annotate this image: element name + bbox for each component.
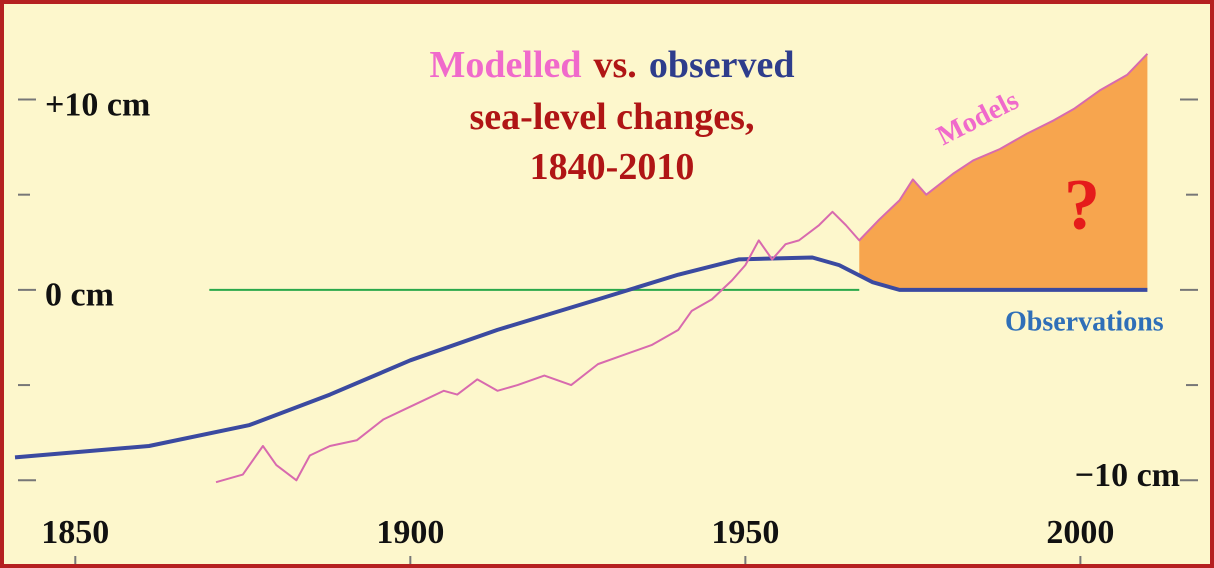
title-segment: sea-level changes, bbox=[470, 96, 755, 138]
series-line bbox=[14, 255, 1148, 460]
x-tick-label: 1950 bbox=[711, 514, 779, 551]
x-tick-label: 1900 bbox=[376, 514, 444, 551]
plot: +10 cm 0 cm −10 cm 1850 1900 1950 2000 Observat… bbox=[14, 53, 1198, 566]
series-label: Observations bbox=[1005, 306, 1164, 337]
y-tick-label: +10 cm bbox=[45, 86, 150, 123]
chart-title: Modelled vs. observed bbox=[430, 44, 795, 86]
x-tick-label: 1850 bbox=[41, 514, 109, 551]
x-tick-label: 2000 bbox=[1046, 514, 1114, 551]
chart-title: 1840-2010 bbox=[530, 146, 695, 188]
series-line bbox=[215, 53, 1149, 484]
chart-title: sea-level changes, bbox=[470, 96, 755, 138]
title-segment: 1840-2010 bbox=[530, 146, 695, 188]
y-tick-label: −10 cm bbox=[1075, 457, 1180, 494]
y-tick-label: 0 cm bbox=[45, 277, 114, 314]
title-segment: observed bbox=[649, 44, 795, 86]
annotation: ? bbox=[1064, 165, 1100, 245]
gap-area bbox=[859, 53, 1148, 290]
title-segment: Modelled bbox=[430, 44, 582, 86]
title-segment: vs. bbox=[594, 44, 637, 86]
